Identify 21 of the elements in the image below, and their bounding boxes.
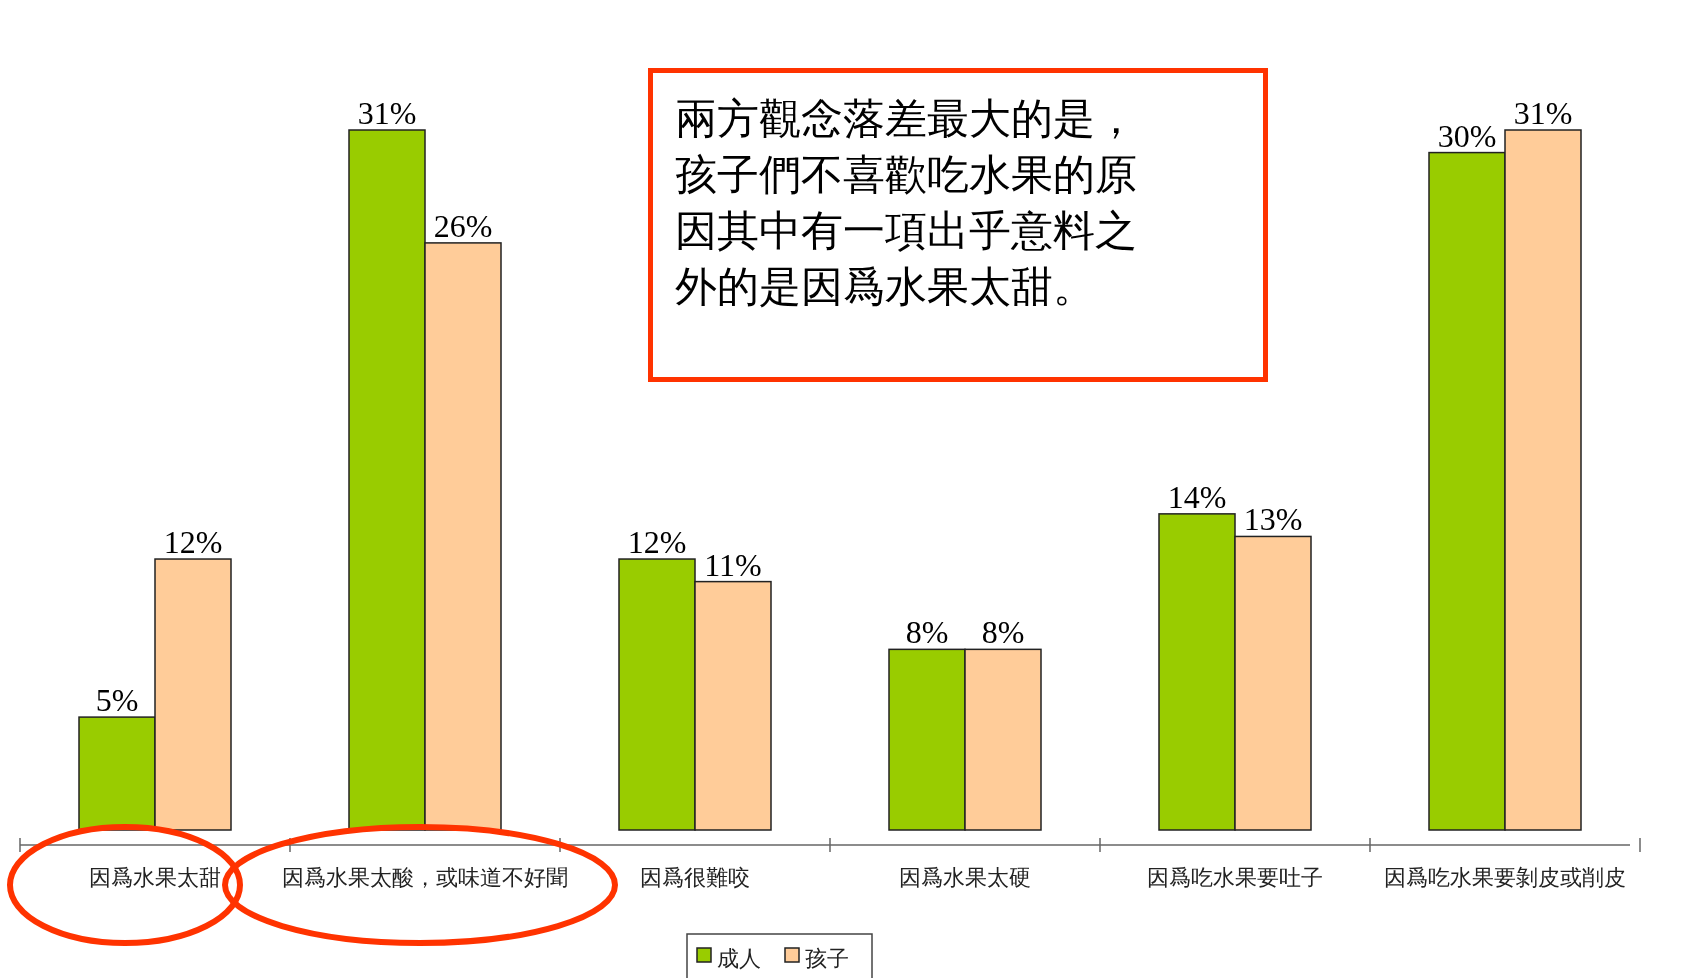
data-label: 12% <box>627 524 687 561</box>
data-label: 12% <box>163 524 223 561</box>
x-tick-label: 因爲水果太硬 <box>899 865 1031 890</box>
annotation: 兩方觀念落差最大的是，孩子們不喜歡吃水果的原因其中有一項出乎意料之外的是因爲水果太甜。 <box>648 68 1268 382</box>
data-label: 13% <box>1243 501 1303 538</box>
data-label: 30% <box>1437 117 1497 154</box>
data-label: 8% <box>981 614 1025 651</box>
data-label: 31% <box>357 95 417 131</box>
x-tick-label: 因爲水果太甜 <box>89 865 221 890</box>
x-tick-label: 因爲水果太酸，或味道不好聞 <box>282 865 568 890</box>
data-label: 26% <box>433 207 493 244</box>
data-label: 8% <box>905 614 949 651</box>
x-tick-label: 因爲吃水果要剝皮或削皮 <box>1384 865 1626 890</box>
data-label: 31% <box>1513 95 1573 131</box>
legend-label: 孩子 <box>805 946 849 971</box>
x-tick-label: 因爲很難咬 <box>640 865 750 890</box>
x-tick-label: 因爲吃水果要吐子 <box>1147 865 1323 890</box>
legend-label: 成人 <box>717 946 761 971</box>
data-label: 14% <box>1167 478 1227 515</box>
data-label: 5% <box>95 682 139 719</box>
data-label: 11% <box>704 546 762 583</box>
